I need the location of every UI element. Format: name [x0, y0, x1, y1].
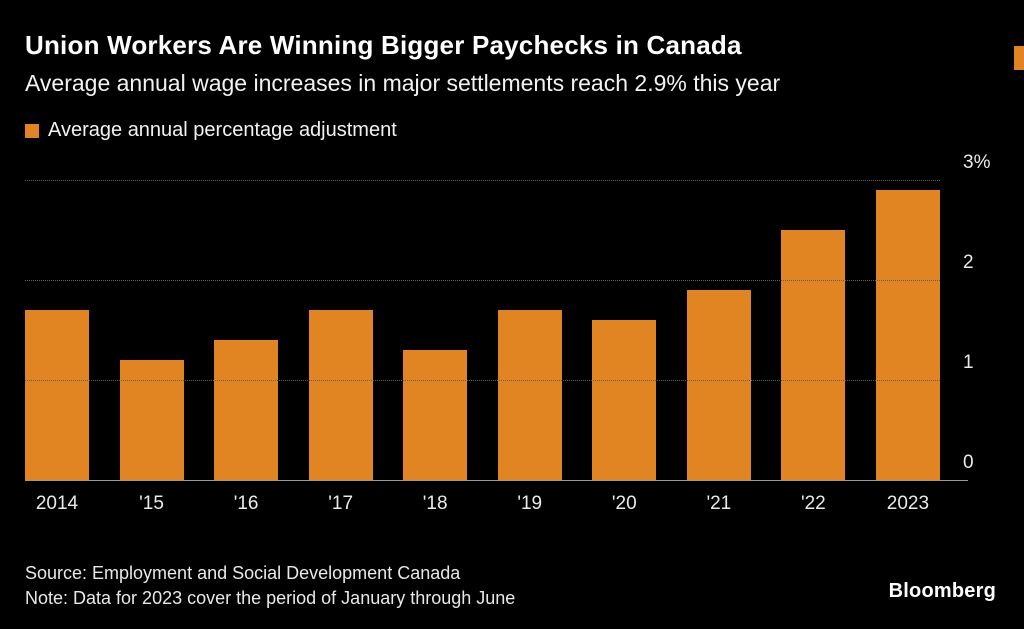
- gridline: [25, 180, 940, 181]
- bar-series: [25, 150, 940, 480]
- x-tick-label: '21: [706, 493, 732, 514]
- brand-accent-mark: [1014, 46, 1024, 70]
- x-tick-label: '15: [139, 493, 164, 514]
- bar-'20: [592, 320, 657, 480]
- bar-2014: [25, 310, 89, 480]
- x-tick-label: '22: [800, 493, 826, 514]
- x-tick-label: '17: [328, 493, 354, 514]
- x-tick-label: '19: [517, 493, 543, 514]
- bar-'17: [308, 310, 373, 480]
- page-title: Union Workers Are Winning Bigger Paychec…: [25, 30, 742, 60]
- y-tick-label: 1: [963, 352, 974, 373]
- legend-label: Average annual percentage adjustment: [48, 119, 397, 141]
- y-tick-label: 2: [963, 252, 974, 273]
- y-tick-label: 0: [963, 452, 974, 473]
- gridline: [25, 280, 940, 281]
- source-text: Source: Employment and Social Developmen…: [25, 563, 461, 583]
- x-tick-label: '18: [422, 493, 448, 514]
- x-tick-label: 2014: [35, 493, 79, 514]
- plot-area: 3% 2 1 0: [25, 150, 990, 481]
- y-tick-label: 3%: [963, 152, 991, 173]
- x-axis-labels: 2014 '15 '16 '17 '18 '19 '20 '21 '22 2023: [25, 493, 940, 515]
- bar-'15: [119, 360, 184, 480]
- gridline: [25, 380, 940, 381]
- x-axis-baseline: [25, 480, 968, 481]
- page-subtitle: Average annual wage increases in major s…: [25, 70, 781, 96]
- x-tick-label: 2023: [886, 493, 930, 514]
- x-tick-label: '20: [611, 493, 637, 514]
- bar-2023: [875, 190, 940, 480]
- bar-'16: [214, 340, 279, 480]
- bar-'18: [403, 350, 468, 480]
- note-text: Note: Data for 2023 cover the period of …: [25, 588, 516, 608]
- legend: Average annual percentage adjustment: [25, 119, 397, 142]
- bar-'21: [686, 290, 751, 480]
- legend-swatch-icon: [25, 123, 39, 138]
- x-tick-label: '16: [233, 493, 259, 514]
- bar-'22: [781, 230, 846, 480]
- bar-'19: [497, 310, 562, 480]
- bloomberg-logo: Bloomberg: [888, 580, 996, 602]
